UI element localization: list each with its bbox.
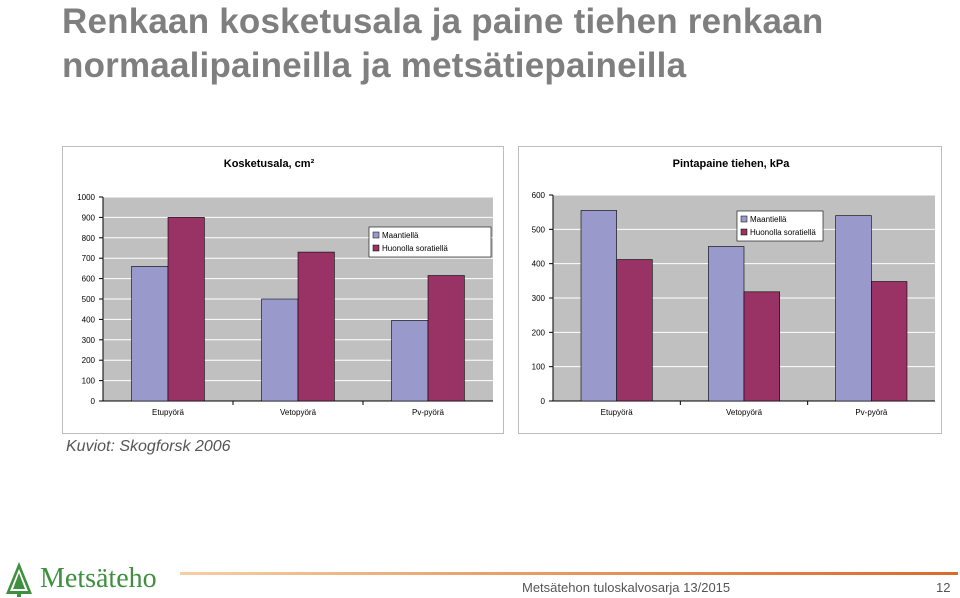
footer-series-label: Metsätehon tuloskalvosarja 13/2015 [522,580,731,595]
bar [871,281,908,402]
bar [261,298,299,402]
legend-swatch [740,228,748,236]
bar [391,320,429,402]
legend-box [736,210,824,242]
y-tick-label: 200 [82,356,96,365]
slide-title-line-2: normaalipaineilla ja metsätiepaineilla [62,46,687,85]
metsateho-logo: Metsäteho [4,561,172,597]
legend-swatch [372,244,380,252]
x-tick-label: Etupyörä [152,408,185,417]
footer-divider [180,572,958,575]
bar [427,275,465,402]
y-tick-label: 100 [82,377,96,386]
surface-pressure-chart: Pintapaine tiehen, kPa 0 100 200 300 400 500 60… [518,146,942,434]
y-tick-label: 100 [532,363,546,372]
surface-pressure-chart-svg: Pintapaine tiehen, kPa 0 100 200 300 400 500 60… [532,158,935,417]
y-tick-label: 600 [82,275,96,284]
y-tick-label: 600 [532,191,546,200]
bar [131,266,169,402]
legend-entry: Huonolla soratiellä [750,228,816,237]
legend-entry: Maantiellä [750,215,787,224]
y-tick-label: 0 [541,397,546,406]
bar [743,291,780,402]
y-tick-label: 400 [532,260,546,269]
bar [708,246,745,402]
contact-area-chart: Kosketusala, cm² 0 100 200 300 400 500 600 700 80… [62,146,504,434]
bar [167,217,205,402]
logo-wordmark: Metsäteho [40,563,157,594]
y-tick-label: 300 [532,294,546,303]
figure-source: Kuviot: Skogforsk 2006 [66,438,231,455]
y-tick-label: 400 [82,315,96,324]
legend-swatch [740,215,748,223]
y-tick-label: 0 [91,397,96,406]
x-tick-label: Pv-pyörä [855,408,888,417]
y-tick-label: 500 [532,225,546,234]
legend-entry: Maantiellä [382,231,419,240]
y-tick-label: 500 [82,295,96,304]
x-tick-label: Vetopyörä [726,408,763,417]
y-tick-label: 300 [82,336,96,345]
y-tick-label: 900 [82,213,96,222]
legend-entry: Huonolla soratiellä [382,244,448,253]
spruce-tree-icon [6,562,32,597]
chart-title: Pintapaine tiehen, kPa [673,158,791,170]
legend-box [368,226,492,258]
slide-title: Renkaan kosketusala ja paine tiehen renk… [62,0,952,88]
bar [580,210,617,402]
y-tick-label: 800 [82,234,96,243]
y-tick-label: 700 [82,254,96,263]
bar [835,215,872,402]
legend-swatch [372,231,380,239]
contact-area-chart-svg: Kosketusala, cm² 0 100 200 300 400 500 600 700 80… [77,158,493,417]
chart-title: Kosketusala, cm² [224,158,315,170]
bar [616,259,653,402]
slide-title-line-1: Renkaan kosketusala ja paine tiehen renk… [62,2,824,41]
page-number: 12 [936,580,951,595]
x-tick-label: Pv-pyörä [412,408,445,417]
x-tick-label: Etupyörä [601,408,634,417]
y-tick-label: 1000 [77,193,95,202]
bar [297,251,335,402]
x-tick-label: Vetopyörä [280,408,317,417]
y-tick-label: 200 [532,328,546,337]
